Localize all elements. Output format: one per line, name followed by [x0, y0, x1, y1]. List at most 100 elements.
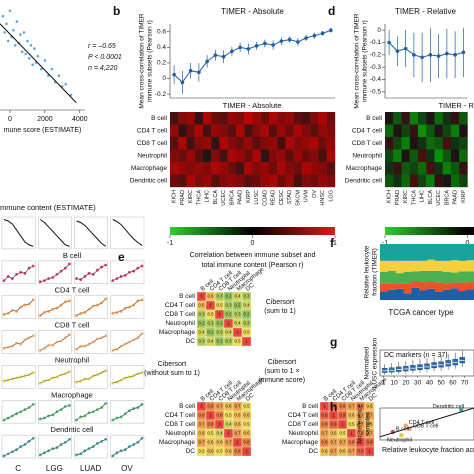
cell-label: 0.4: [235, 321, 242, 326]
heat-cell: [326, 174, 336, 188]
point: [31, 436, 35, 440]
point: [19, 305, 23, 309]
column-label: LGG: [328, 190, 334, 202]
column-label: UCEC: [436, 190, 442, 206]
cell-label: 0.9: [331, 422, 338, 427]
y-tick-label: -0.4: [370, 76, 382, 83]
point: [95, 373, 99, 377]
point: [132, 338, 136, 342]
cell-label: 0.6: [235, 422, 242, 427]
bar-segment: [427, 281, 436, 289]
heat-cell: [252, 149, 261, 163]
cell-label: 0.2: [235, 303, 242, 308]
point: [51, 343, 55, 347]
heat-cell: [418, 112, 427, 125]
cell-label: 1: [350, 431, 353, 436]
point: [59, 373, 63, 377]
heat-cell: [244, 174, 253, 188]
bar-segment: [387, 289, 396, 300]
point: [6, 416, 10, 420]
point: [79, 379, 83, 383]
heat-cell: [186, 174, 195, 188]
matrix-cell: [241, 446, 252, 457]
point: [87, 307, 91, 311]
point: [197, 70, 201, 75]
point: [63, 300, 67, 304]
cell-label: 1: [245, 449, 248, 454]
cell-label: 0.7: [226, 440, 233, 445]
point: [100, 301, 103, 305]
point: [320, 31, 325, 36]
point: [128, 270, 131, 274]
cell-label: 1: [341, 422, 344, 427]
colorbar-tick-label: 0: [466, 240, 470, 247]
point: [23, 338, 27, 342]
point: [19, 445, 23, 448]
bar-segment: [395, 244, 404, 261]
heat-cell: [310, 137, 319, 150]
bar-segment: [442, 260, 451, 272]
point: [115, 416, 119, 420]
cell-label: 0.9: [340, 413, 347, 418]
cell-label: 0.5: [235, 339, 242, 344]
point: [27, 406, 31, 409]
cell-label: 0.5: [208, 431, 215, 436]
row-label: Macrophage: [159, 439, 196, 446]
bar-segment: [403, 272, 412, 284]
column-label: BRCA: [229, 190, 235, 206]
point: [399, 433, 404, 438]
heat-cell: [269, 137, 278, 150]
point: [68, 262, 71, 266]
bar-segment: [434, 282, 443, 292]
heat-cell: [442, 112, 452, 125]
heat-cell: [170, 112, 179, 125]
point: [123, 306, 127, 310]
point: [26, 39, 29, 43]
chart-title: TIMER - Absolute: [221, 7, 284, 16]
column-label: COAD: [262, 190, 268, 206]
bar-segment: [387, 283, 396, 290]
point: [51, 413, 55, 417]
heat-cell: [269, 149, 278, 163]
point: [123, 448, 127, 452]
bar-segment: [442, 244, 451, 261]
point: [115, 380, 119, 384]
box: [403, 365, 409, 372]
bar-segment: [380, 244, 389, 261]
point: [271, 43, 275, 47]
cell-label: 0.7: [199, 422, 206, 427]
point: [100, 439, 103, 443]
cell-label: 0.6: [367, 422, 374, 427]
point: [47, 277, 51, 280]
heat-cell: [302, 149, 311, 163]
row-label: Neutrophil: [165, 320, 195, 327]
mini-frame: [1, 260, 36, 284]
panel-label: b: [113, 4, 120, 18]
row-label: Neutrophil: [165, 430, 195, 437]
matrix-title: immune score): [259, 377, 305, 384]
cell-label: 0.3: [217, 330, 224, 335]
point: [23, 271, 27, 275]
heat-cell: [418, 149, 427, 163]
point: [5, 22, 8, 26]
heat-cell: [219, 137, 228, 150]
heat-cell: [442, 137, 452, 150]
point-label: CD4 T cell: [409, 420, 434, 426]
heat-cell: [302, 162, 311, 175]
point: [75, 380, 78, 384]
heat-cell: [434, 137, 443, 150]
point: [47, 414, 51, 418]
point: [91, 445, 95, 448]
heat-cell: [194, 112, 204, 125]
point: [23, 408, 27, 412]
cell-label: 0.8: [217, 413, 224, 418]
point: [100, 336, 103, 340]
cell-label: 0.8: [235, 449, 242, 454]
heat-cell: [318, 174, 327, 188]
cell-label: 0.2: [208, 330, 215, 335]
point: [412, 53, 416, 57]
point: [254, 44, 259, 48]
bar-segment: [419, 282, 428, 291]
heat-cell: [459, 124, 468, 138]
heat-cell: [310, 149, 319, 163]
